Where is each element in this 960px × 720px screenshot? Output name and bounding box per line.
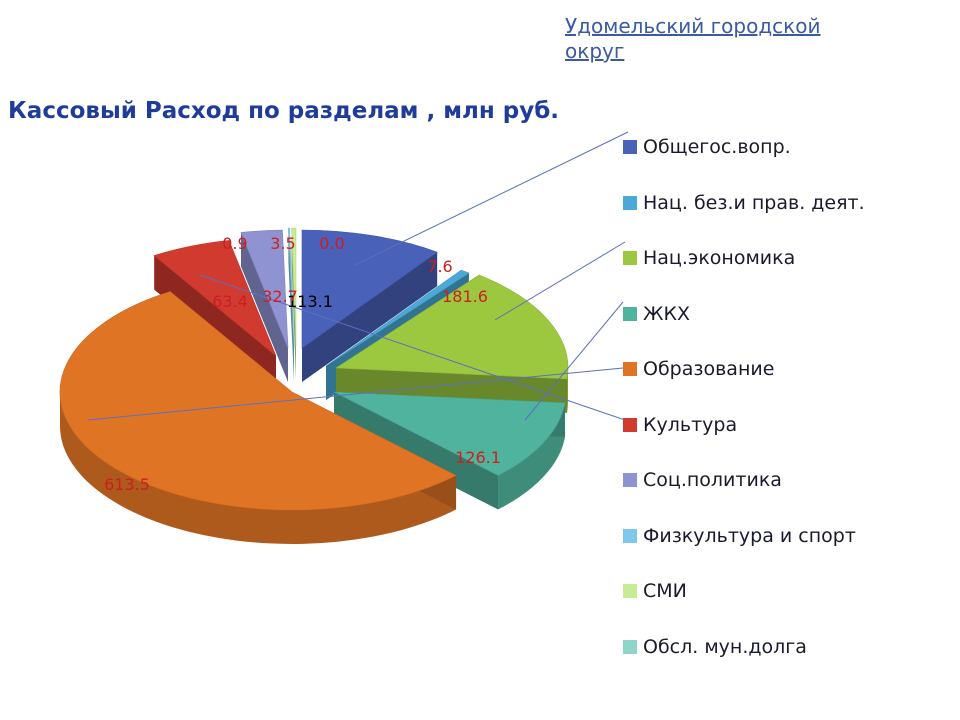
slice-side-2 <box>567 368 568 413</box>
slice-3 <box>333 391 566 476</box>
leader-line-3 <box>87 367 624 421</box>
legend-item-0: Общегос.вопр. <box>623 136 791 158</box>
legend-swatch <box>623 584 637 598</box>
pie-top-faces <box>59 227 569 511</box>
legend-swatch <box>623 306 637 321</box>
data-labels: 113.1 7.6 181.6 126.1 613.5 63.4 32.7 0.9 3.5 0.0 <box>104 234 501 494</box>
slice-6 <box>240 229 289 349</box>
legend-swatch <box>623 417 637 432</box>
legend-swatch <box>623 528 637 543</box>
legend-item-6: Соц.политика <box>623 469 782 491</box>
data-label-2: 181.6 <box>442 287 488 306</box>
legend-item-5: Культура <box>623 414 737 436</box>
legend-item-9: Обсл. мун.долга <box>623 636 807 658</box>
data-label-1: 7.6 <box>427 257 452 276</box>
data-label-9: 0.0 <box>319 234 344 253</box>
legend-swatch <box>623 639 637 654</box>
slice-cut-6-0 <box>240 232 288 382</box>
chart-title: Кассовый Расход по разделам , млн руб. <box>8 98 560 124</box>
leader-line-4 <box>199 274 626 421</box>
legend-label: Соц.политика <box>643 469 782 491</box>
legend-swatch <box>623 473 637 487</box>
legend-label: СМИ <box>643 580 687 602</box>
data-label-6: 32.7 <box>262 287 298 306</box>
legend-swatch <box>623 251 637 265</box>
data-label-3: 126.1 <box>455 448 501 467</box>
legend-item-8: СМИ <box>623 580 687 602</box>
legend-item-3: ЖКХ <box>623 303 690 325</box>
legend-label: Образование <box>643 358 775 380</box>
legend-swatch <box>623 140 637 154</box>
legend-swatch <box>623 195 637 210</box>
leader-line-2 <box>524 301 624 421</box>
legend-label: Культура <box>643 413 738 436</box>
legend-label: ЖКХ <box>643 302 690 325</box>
legend-label: Физкультура и спорт <box>643 524 856 547</box>
data-label-8: 3.5 <box>270 234 295 253</box>
legend-item-4: Образование <box>623 358 774 380</box>
slice-4 <box>59 291 457 511</box>
data-label-0: 113.1 <box>287 292 333 311</box>
slice-8 <box>291 227 297 347</box>
legend-swatch <box>623 362 637 376</box>
slice-0 <box>301 229 438 349</box>
data-label-4: 613.5 <box>104 475 150 494</box>
leader-lines <box>87 131 629 421</box>
legend-item-1: Нац. без.и прав. деят. <box>623 192 865 214</box>
data-label-5: 63.4 <box>212 292 248 311</box>
slice-cut-3-1 <box>334 392 499 510</box>
org-link[interactable]: Удомельский городской округ <box>565 14 821 63</box>
legend-item-7: Физкультура и спорт <box>623 525 856 547</box>
slice-side-4 <box>60 392 457 544</box>
slice-cut-0-1 <box>302 252 438 382</box>
leader-line-0 <box>354 131 629 266</box>
slice-2 <box>335 274 569 380</box>
legend-label: Нац. без.и прав. деят. <box>643 191 865 214</box>
slice-1 <box>325 269 470 367</box>
data-label-7: 0.9 <box>222 234 247 253</box>
slice-7 <box>288 227 295 347</box>
legend-label: Общегос.вопр. <box>643 136 791 158</box>
leader-line-1 <box>494 241 626 321</box>
legend-label: Обсл. мун.долга <box>643 635 807 658</box>
slice-5 <box>153 240 277 357</box>
legend-label: Нац.экономика <box>643 247 796 269</box>
legend-item-2: Нац.экономика <box>623 247 795 269</box>
slice-side-3 <box>498 402 566 510</box>
slice-cut-8-0 <box>291 228 296 380</box>
